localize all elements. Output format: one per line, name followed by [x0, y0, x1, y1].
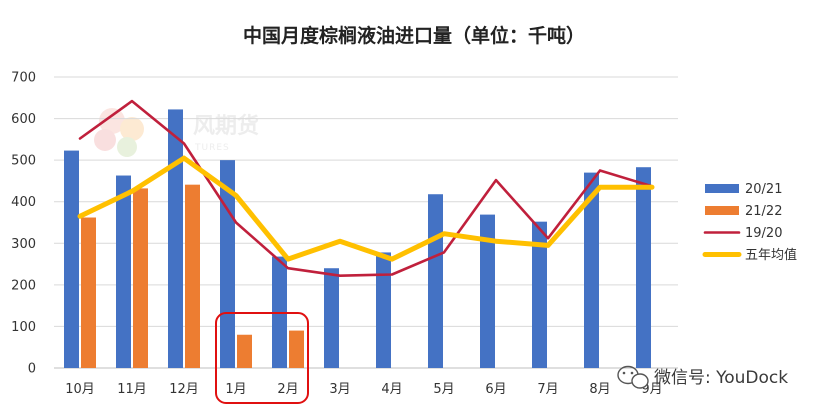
y-tick-label: 200 [11, 278, 36, 293]
y-tick-label: 400 [11, 195, 36, 210]
bars [64, 109, 651, 368]
bar [81, 217, 96, 368]
x-axis: 10月 11月 12月 1月 2月 3月 4月 5月 6月 7月 8月 9月 [65, 382, 662, 397]
bar [584, 172, 599, 368]
bar [289, 330, 304, 368]
x-tick-label: 7月 [537, 382, 558, 397]
bar [64, 150, 79, 368]
legend-swatch [705, 206, 739, 215]
x-tick-label: 4月 [381, 382, 402, 397]
watermark-subtext: TURES [194, 143, 230, 153]
chart-title: 中国月度棕榈液油进口量（单位：千吨） [243, 24, 585, 47]
bar [324, 268, 339, 368]
credit: 微信号: YouDock [617, 365, 788, 389]
series-line [78, 99, 654, 278]
bar [185, 184, 200, 368]
series-line [77, 155, 655, 262]
x-tick-label: 3月 [329, 382, 350, 397]
bar [428, 194, 443, 368]
x-tick-label: 6月 [485, 382, 506, 397]
bar [237, 334, 252, 368]
legend-label: 21/22 [745, 204, 782, 219]
x-tick-label: 10月 [65, 382, 95, 397]
y-axis: 0 100 200 300 400 500 600 700 [11, 71, 36, 377]
x-tick-label: 2月 [277, 382, 298, 397]
x-tick-label: 8月 [589, 382, 610, 397]
watermark-text: 风期货 [193, 113, 259, 139]
credit-text: 微信号: YouDock [654, 368, 788, 388]
bar [168, 109, 183, 368]
y-tick-label: 100 [11, 320, 36, 335]
highlight-box [215, 312, 309, 404]
series-lines [77, 99, 655, 278]
grid-lines [54, 76, 678, 369]
legend-label: 19/20 [745, 226, 782, 241]
y-tick-label: 500 [11, 154, 36, 169]
bar [220, 160, 235, 368]
y-tick-label: 600 [11, 112, 36, 127]
x-tick-label: 11月 [117, 382, 147, 397]
bar [636, 167, 651, 368]
y-tick-label: 0 [28, 362, 36, 377]
bar [532, 221, 547, 368]
x-tick-label: 12月 [169, 382, 199, 397]
watermark: 风期货 TURES [94, 108, 259, 157]
legend: 20/21 21/22 19/20 五年均值 [702, 182, 797, 263]
y-tick-label: 300 [11, 237, 36, 252]
x-tick-label: 1月 [225, 382, 246, 397]
bar [376, 252, 391, 368]
highlight-rect [215, 312, 309, 404]
legend-swatch [705, 184, 739, 193]
x-tick-label: 5月 [433, 382, 454, 397]
legend-label: 五年均值 [745, 247, 797, 263]
wechat-icon [617, 365, 649, 389]
y-tick-label: 700 [11, 71, 36, 86]
bar [480, 214, 495, 368]
legend-label: 20/21 [745, 182, 782, 197]
bar [116, 175, 131, 368]
bar [133, 188, 148, 368]
